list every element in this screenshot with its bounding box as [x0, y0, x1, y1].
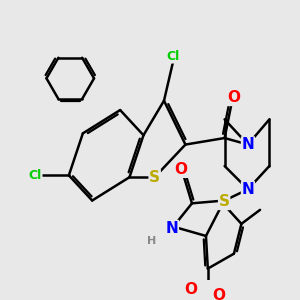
Text: H: H: [147, 236, 157, 246]
Text: O: O: [184, 282, 197, 297]
Text: S: S: [219, 194, 230, 209]
Text: O: O: [227, 90, 240, 105]
Text: O: O: [212, 288, 226, 300]
Text: S: S: [149, 170, 160, 185]
Text: N: N: [242, 182, 254, 197]
Text: N: N: [242, 137, 254, 152]
Text: Cl: Cl: [167, 50, 180, 63]
Text: Cl: Cl: [29, 169, 42, 182]
Text: O: O: [175, 162, 188, 177]
Text: N: N: [166, 220, 178, 236]
